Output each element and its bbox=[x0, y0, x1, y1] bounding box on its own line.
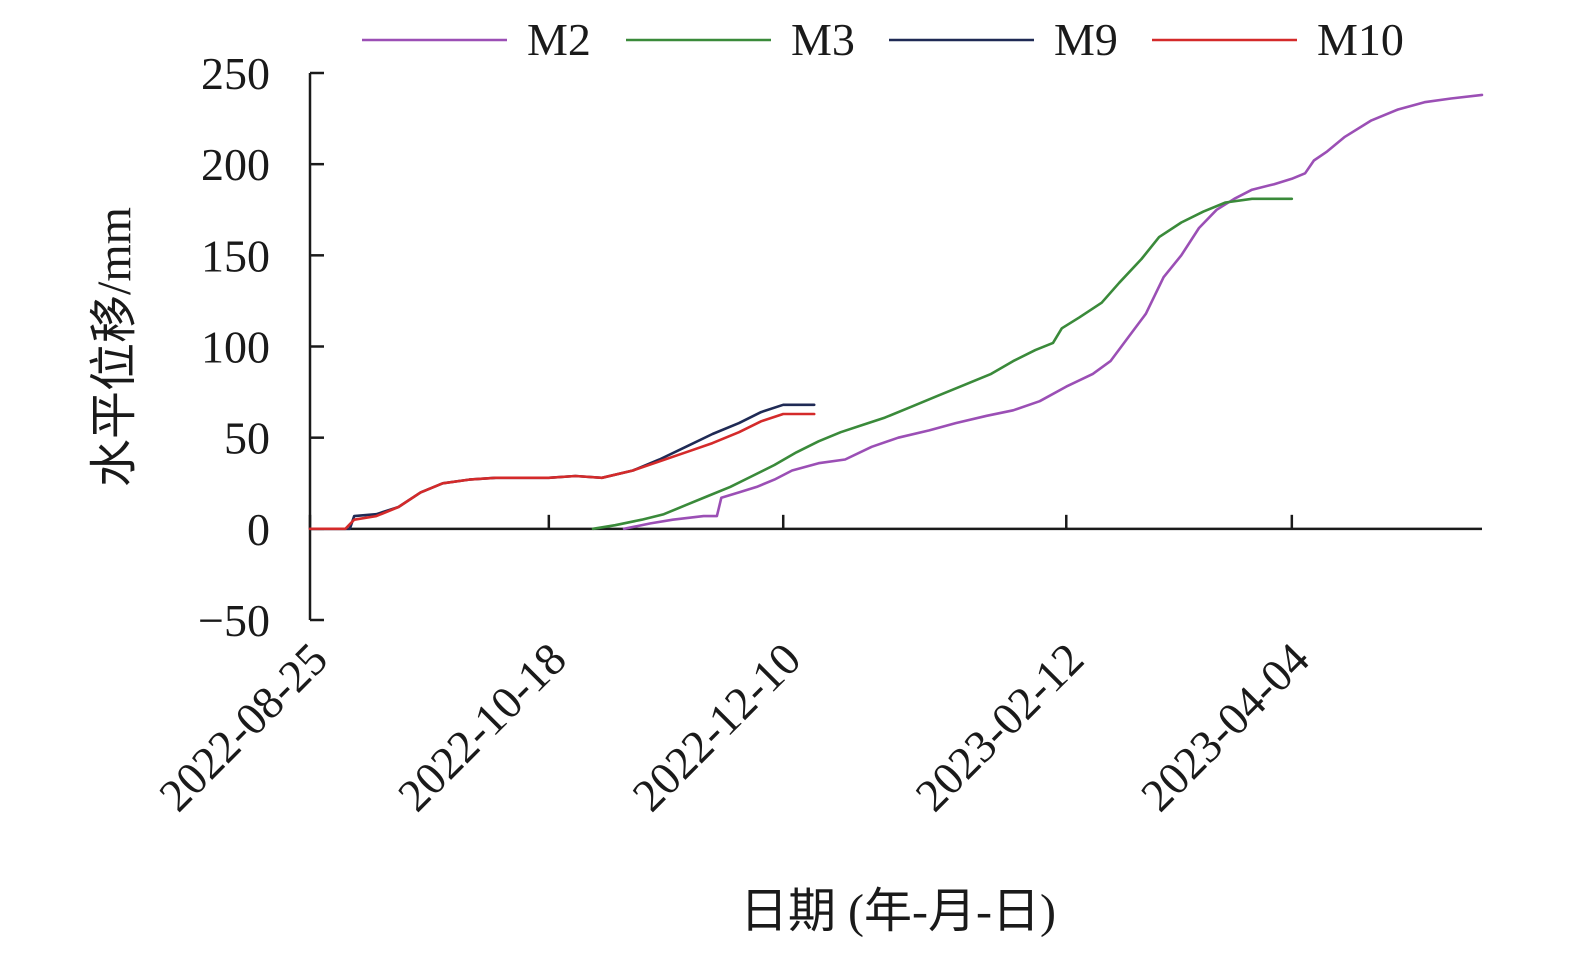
x-tick-label: 2023-04-04 bbox=[1131, 633, 1319, 821]
y-tick-label: 50 bbox=[224, 413, 270, 464]
series-line-m9 bbox=[308, 403, 816, 531]
y-axis-title: 水平位移/mm bbox=[88, 207, 141, 487]
legend-label-m9: M9 bbox=[1054, 14, 1118, 65]
series-line-m3 bbox=[591, 197, 1294, 531]
x-tick-label: 2022-12-10 bbox=[622, 633, 810, 821]
legend-label-m3: M3 bbox=[791, 14, 855, 65]
x-tick-label: 2022-10-18 bbox=[388, 633, 576, 821]
y-tick-label: 150 bbox=[201, 230, 270, 281]
legend: M2 M3 M9 M10 bbox=[362, 14, 1404, 65]
x-axis: 2022-08-25 2022-10-18 2022-12-10 2023-02-12… bbox=[149, 514, 1482, 821]
x-ticks: 2022-08-25 2022-10-18 2022-12-10 2023-02-12… bbox=[149, 514, 1319, 821]
series-line-m2 bbox=[622, 93, 1484, 531]
x-tick-label: 2022-08-25 bbox=[149, 633, 337, 821]
y-ticks: 250 200 150 100 50 0 −50 bbox=[198, 48, 324, 646]
legend-label-m2: M2 bbox=[527, 14, 591, 65]
series-group bbox=[308, 93, 1484, 531]
y-tick-label: 250 bbox=[201, 48, 270, 99]
y-tick-label: 0 bbox=[247, 504, 270, 555]
x-axis-title: 日期 (年-月-日) bbox=[740, 885, 1056, 938]
series-line-m10 bbox=[308, 412, 816, 531]
y-tick-label: 100 bbox=[201, 322, 270, 373]
y-tick-label: −50 bbox=[198, 595, 270, 646]
x-tick-label: 2023-02-12 bbox=[906, 633, 1094, 821]
y-tick-label: 200 bbox=[201, 139, 270, 190]
legend-label-m10: M10 bbox=[1317, 14, 1404, 65]
y-axis: 250 200 150 100 50 0 −50 bbox=[198, 48, 324, 646]
